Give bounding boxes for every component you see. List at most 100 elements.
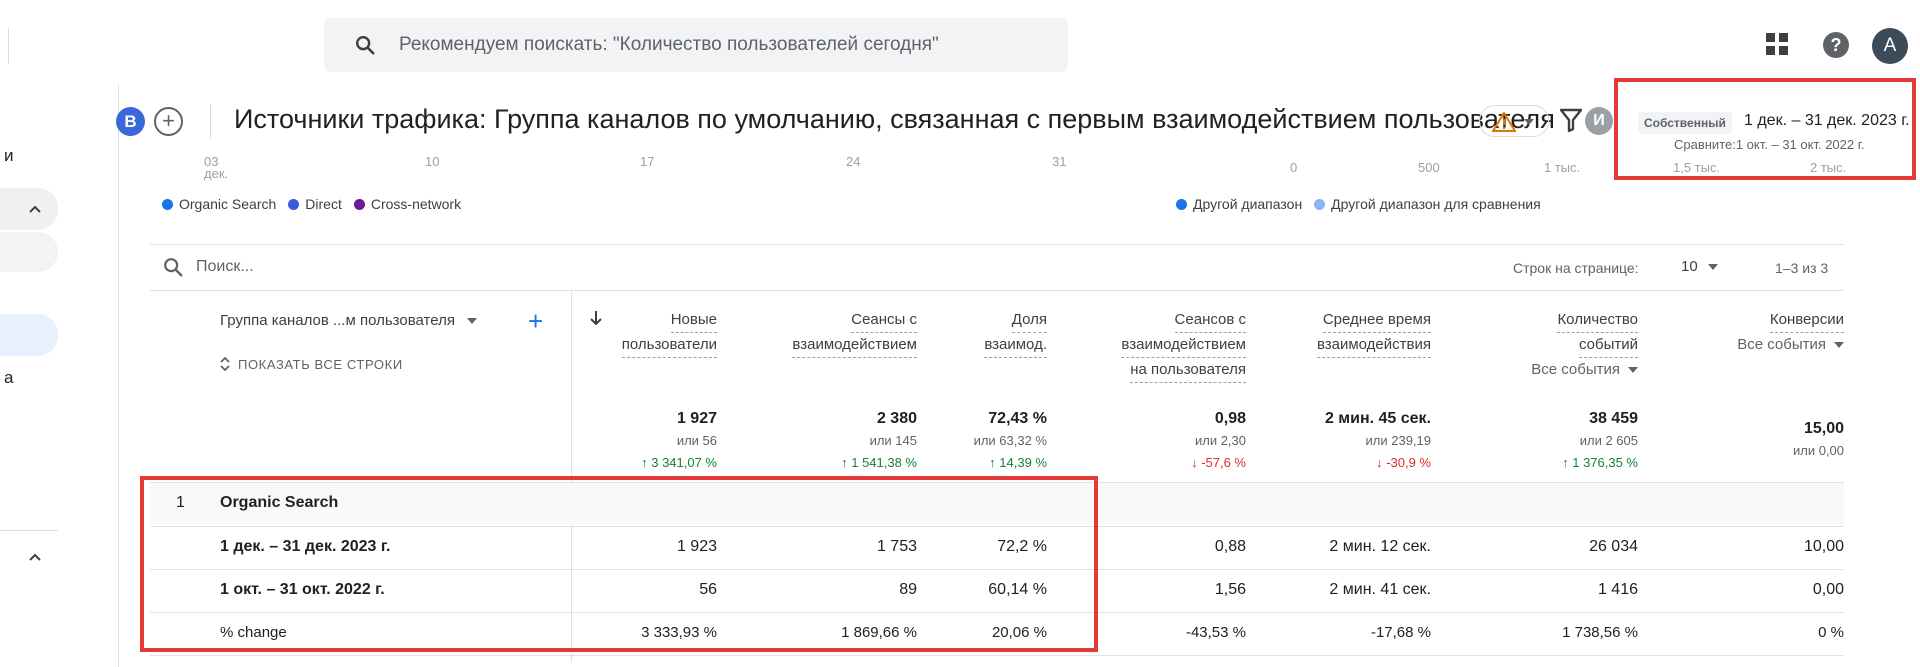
cell-new-users: 1 923 xyxy=(676,538,717,555)
chevron-up-icon[interactable] xyxy=(28,550,42,564)
table-search-input[interactable]: Поиск... xyxy=(196,258,254,275)
total-new-users: 1 927 или 56 ↑ 3 341,07 % xyxy=(641,408,717,474)
total-engagement-rate: 72,43 % или 63,32 % ↑ 14,39 % xyxy=(974,408,1047,474)
page-title: Источники трафика: Группа каналов по умо… xyxy=(234,104,1555,134)
total-value: 38 459 xyxy=(1589,410,1638,427)
divider xyxy=(8,28,9,64)
legend-item[interactable]: Organic Search xyxy=(162,196,276,212)
column-title: Новые xyxy=(670,308,717,333)
sidebar-item-active[interactable] xyxy=(0,314,58,356)
legend-label: Organic Search xyxy=(179,196,277,212)
sidebar-item[interactable] xyxy=(0,188,58,230)
dimension-header-label: Группа каналов ...м пользователя xyxy=(220,312,455,329)
column-header-engagement-rate[interactable]: Доля взаимод. xyxy=(984,308,1047,358)
total-avg-engagement-time: 2 мин. 45 сек. или 239,19 ↓ -30,9 % xyxy=(1325,408,1431,474)
axis-tick: 17 xyxy=(640,154,655,169)
column-header-avg-engagement-time[interactable]: Среднее время взаимодействия xyxy=(1316,308,1431,358)
event-filter-label: Все события xyxy=(1531,361,1620,378)
total-compare: или 2 605 xyxy=(1579,433,1638,448)
total-sessions-per-user: 0,98 или 2,30 ↓ -57,6 % xyxy=(1191,408,1246,474)
conversion-filter-select[interactable]: Все события xyxy=(1737,333,1844,357)
legend-item[interactable]: Другой диапазон для сравнения xyxy=(1314,196,1541,212)
column-header-sessions-per-user[interactable]: Сеансов с взаимодействием на пользовател… xyxy=(1121,308,1246,383)
warning-dropdown[interactable] xyxy=(1479,105,1549,137)
chart-legend: Organic Search Direct Cross-network xyxy=(162,196,473,212)
total-change: ↑ 3 341,07 % xyxy=(641,455,717,470)
chart-legend: Другой диапазон Другой диапазон для срав… xyxy=(1176,196,1553,212)
axis-tick: 500 xyxy=(1418,160,1440,175)
total-change: ↑ 1 541,38 % xyxy=(841,455,917,470)
avatar[interactable]: A xyxy=(1872,28,1908,64)
legend-label: Другой диапазон xyxy=(1193,196,1303,212)
total-compare: или 63,32 % xyxy=(973,433,1047,448)
legend-item[interactable]: Другой диапазон xyxy=(1176,196,1302,212)
date-range[interactable]: 1 дек. – 31 дек. 2023 г. xyxy=(1744,112,1910,129)
divider xyxy=(150,655,1844,656)
chevron-down-icon xyxy=(1834,342,1844,348)
search-icon xyxy=(164,258,183,277)
dimension-selector[interactable]: Группа каналов ...м пользователя xyxy=(220,312,477,329)
sidebar-fragment: и xyxy=(4,146,14,165)
sort-descending-icon[interactable] xyxy=(589,310,603,326)
filter-badge[interactable]: И xyxy=(1585,107,1613,135)
cell-avg-engagement-time: 2 мин. 12 сек. xyxy=(1329,538,1431,555)
legend-item[interactable]: Direct xyxy=(288,196,342,212)
add-comparison-button[interactable]: + xyxy=(154,107,183,136)
column-title: пользователи xyxy=(621,333,717,358)
total-change: ↓ -57,6 % xyxy=(1191,455,1246,470)
axis-tick: 1 тыс. xyxy=(1544,160,1581,175)
sidebar-item[interactable] xyxy=(0,232,58,272)
legend-dot xyxy=(288,198,300,210)
cell-engagement-rate: 20,06 % xyxy=(991,624,1047,641)
divider xyxy=(150,290,1844,291)
total-compare: или 2,30 xyxy=(1194,433,1246,448)
total-compare: или 56 xyxy=(676,433,717,448)
total-value: 1 927 xyxy=(676,410,717,427)
cell-engaged-sessions: 89 xyxy=(899,581,917,598)
chevron-down-icon xyxy=(1524,119,1534,125)
cell-engaged-sessions: 1 753 xyxy=(876,538,917,555)
legend-label: Cross-network xyxy=(370,196,462,212)
comparison-badge[interactable]: B xyxy=(116,107,145,136)
help-icon[interactable]: ? xyxy=(1823,32,1849,58)
cell-event-count: 1 416 xyxy=(1597,581,1638,598)
apps-grid-icon[interactable] xyxy=(1766,33,1788,55)
total-event-count: 38 459 или 2 605 ↑ 1 376,35 % xyxy=(1562,408,1638,474)
column-header-event-count[interactable]: Количество событий Все события xyxy=(1531,308,1638,382)
total-change: ↑ 1 376,35 % xyxy=(1562,455,1638,470)
search-icon xyxy=(356,36,375,55)
table-row-group[interactable] xyxy=(150,482,1844,524)
compare-date-range[interactable]: Сравните:1 окт. – 31 окт. 2022 г. xyxy=(1674,137,1865,152)
warning-icon xyxy=(1492,112,1516,132)
legend-dot xyxy=(1314,198,1326,210)
column-title: на пользователя xyxy=(1130,358,1246,383)
axis-tick: 24 xyxy=(846,154,861,169)
divider xyxy=(210,104,211,138)
row-index: 1 xyxy=(176,494,185,511)
axis-tick: 31 xyxy=(1052,154,1067,169)
cell-sessions-per-user: 0,88 xyxy=(1214,538,1246,555)
column-header-conversions[interactable]: Конверсии Все события xyxy=(1737,308,1844,357)
column-title: событий xyxy=(1578,333,1638,358)
column-header-engaged-sessions[interactable]: Сеансы с взаимодействием xyxy=(792,308,917,358)
rows-per-page-select[interactable]: 10 xyxy=(1681,258,1718,275)
filter-icon[interactable] xyxy=(1560,108,1582,132)
column-header-new-users[interactable]: Новые пользователи xyxy=(621,308,717,358)
add-dimension-button[interactable]: + xyxy=(528,306,544,336)
event-filter-select[interactable]: Все события xyxy=(1531,358,1638,382)
axis-tick: дек. xyxy=(204,166,229,181)
total-value: 0,98 xyxy=(1214,410,1246,427)
show-all-rows-button[interactable]: ПОКАЗАТЬ ВСЕ СТРОКИ xyxy=(220,356,403,372)
axis-tick: 03 xyxy=(204,154,219,169)
divider xyxy=(150,612,1844,613)
cell-conversions: 0,00 xyxy=(1812,581,1844,598)
global-search-input[interactable]: Рекомендуем поискать: "Количество пользо… xyxy=(324,18,1068,72)
column-title: Сеансов с xyxy=(1174,308,1246,333)
total-value: 15,00 xyxy=(1803,420,1844,437)
cell-avg-engagement-time: 2 мин. 41 сек. xyxy=(1329,581,1431,598)
legend-dot xyxy=(353,198,365,210)
legend-dot xyxy=(162,198,173,210)
axis-tick: 1,5 тыс. xyxy=(1673,160,1721,175)
sidebar-fragment: а xyxy=(4,368,14,387)
legend-item[interactable]: Cross-network xyxy=(353,196,462,212)
